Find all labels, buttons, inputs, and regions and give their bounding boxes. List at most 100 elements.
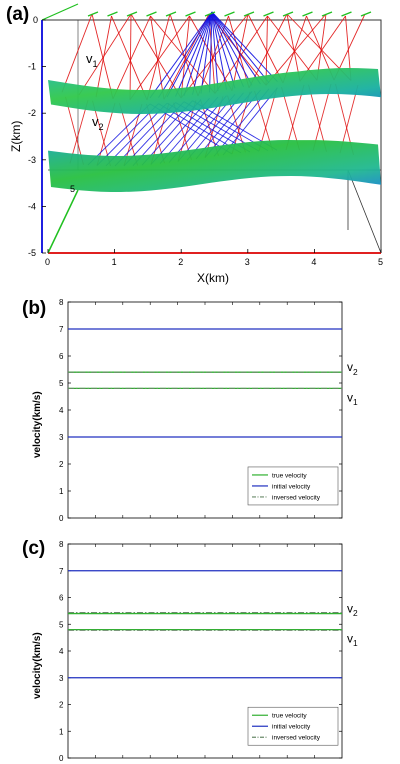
receiver-marker (302, 11, 313, 17)
receiver-marker (263, 11, 274, 17)
receiver-marker (146, 11, 157, 17)
receiver-ray (169, 13, 199, 97)
source-ray (166, 11, 213, 98)
source-ray (211, 11, 261, 85)
x-tick-label: 2 (178, 257, 183, 267)
receiver-ray (265, 13, 327, 86)
legend-entry: initial velocity (272, 724, 311, 731)
panel-c-label: (c) (22, 538, 46, 559)
right-label-v2: v2 (347, 360, 358, 377)
receiver-ray (129, 13, 132, 100)
source-ray (211, 11, 278, 83)
receiver-ray (111, 15, 148, 101)
panel-c-velocity-chart: 0 1 2 3 4 5 6 7 8 velocity(km/s) v2 v1 true velocity… (32, 540, 358, 763)
source-ray (211, 11, 227, 90)
layer-v2-label: v2 (92, 114, 104, 132)
legend-box (247, 466, 339, 506)
x-tick-label: 5 (378, 257, 383, 267)
x-tick-label: 3 (245, 257, 250, 267)
receiver-ray (286, 13, 301, 82)
receiver-ray-deep (285, 84, 305, 151)
source-ray (158, 11, 213, 98)
y-axis-top (41, 3, 79, 21)
source-ray (211, 11, 270, 84)
receiver-ray-deep (254, 90, 273, 151)
x-tick-label: 4 (311, 257, 316, 267)
y-tick-label: 7 (59, 567, 64, 576)
y-axis-label: velocity(km/s) (32, 391, 43, 458)
y-tick-label: 4 (59, 406, 64, 415)
y-tick-label: 3 (59, 674, 64, 683)
legend-entry: true velocity (272, 713, 307, 720)
receiver-marker (185, 11, 196, 17)
z-tick-label: -1 (28, 62, 36, 72)
receiver-ray (130, 13, 182, 99)
source-ray-deep (96, 103, 159, 166)
y-tick-label: 1 (59, 727, 64, 736)
source-ray (183, 11, 213, 96)
source-ray (211, 11, 253, 86)
receiver-marker (107, 11, 118, 17)
z-tick-label: -4 (28, 201, 36, 211)
receiver-ray (61, 13, 93, 93)
x-tick-label: 1 (112, 257, 117, 267)
box-diag-right (347, 169, 382, 254)
y-axis (47, 189, 79, 254)
layer-v2-surface (48, 140, 381, 192)
y-tick-label: 6 (59, 594, 64, 603)
y-tick-label: 7 (59, 325, 64, 334)
y-tick-label: 8 (59, 298, 64, 307)
z-tick-label: -2 (28, 108, 36, 118)
y-tick-label: 5 (59, 620, 64, 629)
receiver-ray-deep (69, 100, 89, 164)
source-ray (211, 11, 236, 89)
receiver-marker (87, 11, 99, 17)
receiver-marker (341, 11, 352, 17)
receiver-marker (360, 11, 372, 17)
receiver-marker (165, 11, 177, 17)
y-tick-label: 6 (59, 352, 64, 361)
receiver-ray (180, 13, 249, 99)
receiver-ray (91, 13, 114, 99)
panel-a-3d-plot: 0 1 2 3 4 5 X(km) 0 -1 -2 -3 -4 -5 Z(km) 5 v1 v2 (9, 3, 383, 285)
y-tick-label: 3 (59, 433, 64, 442)
y-tick-label: 5 (70, 184, 75, 194)
right-label-v1: v1 (347, 390, 358, 407)
source-ray (192, 11, 213, 95)
receiver-ray-deep (281, 87, 300, 151)
receiver-ray (316, 13, 327, 81)
y-tick-label: 1 (59, 487, 64, 496)
source-ray (211, 11, 219, 92)
receiver-marker (204, 11, 216, 17)
receiver-marker (126, 11, 138, 17)
y-tick-label: 0 (59, 514, 64, 523)
right-label-v1: v1 (347, 632, 358, 649)
receiver-ray (150, 15, 216, 94)
receiver-ray-deep (96, 102, 116, 166)
y-tick-label: 4 (59, 647, 64, 656)
x-axis-label: X(km) (197, 271, 229, 285)
source-ray-deep (87, 103, 151, 166)
source-ray (149, 11, 213, 99)
legend-entry: true velocity (272, 472, 307, 479)
receiver-ray (282, 15, 307, 84)
receiver-marker (321, 11, 333, 17)
receiver-marker (224, 11, 235, 17)
y-tick-label: 2 (59, 460, 64, 469)
z-axis-label: Z(km) (9, 121, 23, 152)
layer-v1-surface (48, 68, 381, 114)
legend-entry: initial velocity (272, 483, 311, 490)
y-tick-label: 8 (59, 540, 64, 549)
right-label-v2: v2 (347, 602, 358, 619)
receiver-ray-deep (312, 83, 332, 151)
receiver-ray (180, 15, 190, 99)
receiver-marker (243, 11, 255, 17)
receiver-ray (267, 15, 318, 81)
legend-entry: inversed velocity (272, 735, 321, 742)
legend-entry: inversed velocity (272, 494, 321, 501)
panel-a-label: (a) (6, 4, 30, 25)
receiver-ray (95, 15, 112, 98)
layer-v1-label: v1 (86, 51, 98, 69)
z-tick-label: 0 (33, 15, 38, 25)
receiver-ray-deep (258, 87, 278, 152)
